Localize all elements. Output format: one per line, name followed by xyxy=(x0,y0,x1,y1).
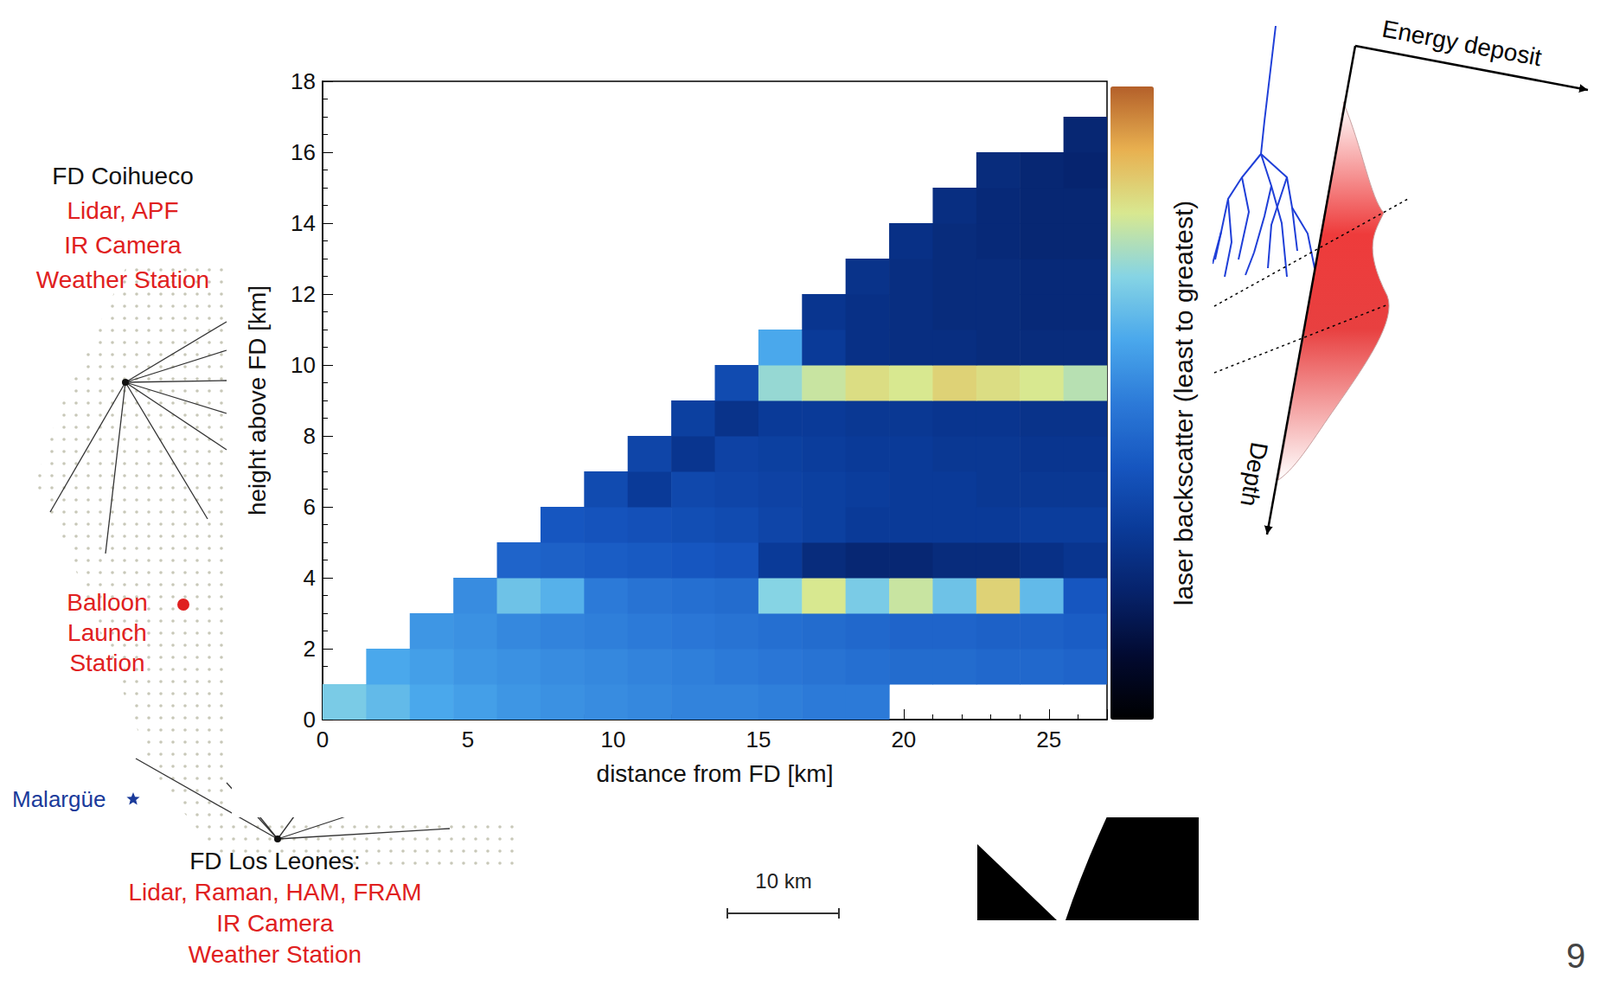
svg-text:10: 10 xyxy=(290,352,316,378)
svg-text:Weather Station: Weather Station xyxy=(36,266,210,294)
svg-text:Depth: Depth xyxy=(1235,440,1274,509)
svg-text:25: 25 xyxy=(1036,726,1062,753)
svg-text:IR Camera: IR Camera xyxy=(216,909,334,937)
svg-text:9: 9 xyxy=(1566,936,1586,975)
svg-text:20: 20 xyxy=(890,726,916,753)
svg-text:18: 18 xyxy=(290,68,316,95)
svg-text:10 km: 10 km xyxy=(755,869,812,893)
svg-text:FD Coihueco: FD Coihueco xyxy=(51,162,193,190)
svg-text:Balloon: Balloon xyxy=(66,588,148,616)
svg-text:14: 14 xyxy=(290,210,316,237)
svg-text:Malargüe: Malargüe xyxy=(12,786,106,813)
svg-text:8: 8 xyxy=(303,422,316,449)
svg-text:2: 2 xyxy=(303,635,316,662)
svg-text:6: 6 xyxy=(303,493,316,520)
svg-text:Lidar, Raman, HAM, FRAM: Lidar, Raman, HAM, FRAM xyxy=(128,878,422,906)
svg-text:5: 5 xyxy=(461,726,474,753)
svg-text:4: 4 xyxy=(303,564,316,591)
svg-text:15: 15 xyxy=(745,726,771,753)
svg-text:Weather Station: Weather Station xyxy=(188,940,362,968)
svg-text:distance from FD [km]: distance from FD [km] xyxy=(596,760,834,788)
svg-text:Energy deposit: Energy deposit xyxy=(1380,15,1545,72)
svg-text:Launch: Launch xyxy=(67,619,148,647)
svg-text:IR Camera: IR Camera xyxy=(64,231,182,259)
svg-text:0: 0 xyxy=(316,726,329,753)
svg-text:laser backscatter (least to gr: laser backscatter (least to greatest) xyxy=(1169,200,1198,607)
svg-text:16: 16 xyxy=(290,139,316,166)
svg-text:0: 0 xyxy=(303,706,316,733)
svg-text:10: 10 xyxy=(600,726,626,753)
svg-text:Station: Station xyxy=(69,649,145,677)
svg-text:height above FD [km]: height above FD [km] xyxy=(243,285,271,516)
svg-text:FD Los Leones:: FD Los Leones: xyxy=(189,847,361,875)
svg-text:Lidar, APF: Lidar, APF xyxy=(66,197,179,224)
svg-text:12: 12 xyxy=(290,281,316,308)
